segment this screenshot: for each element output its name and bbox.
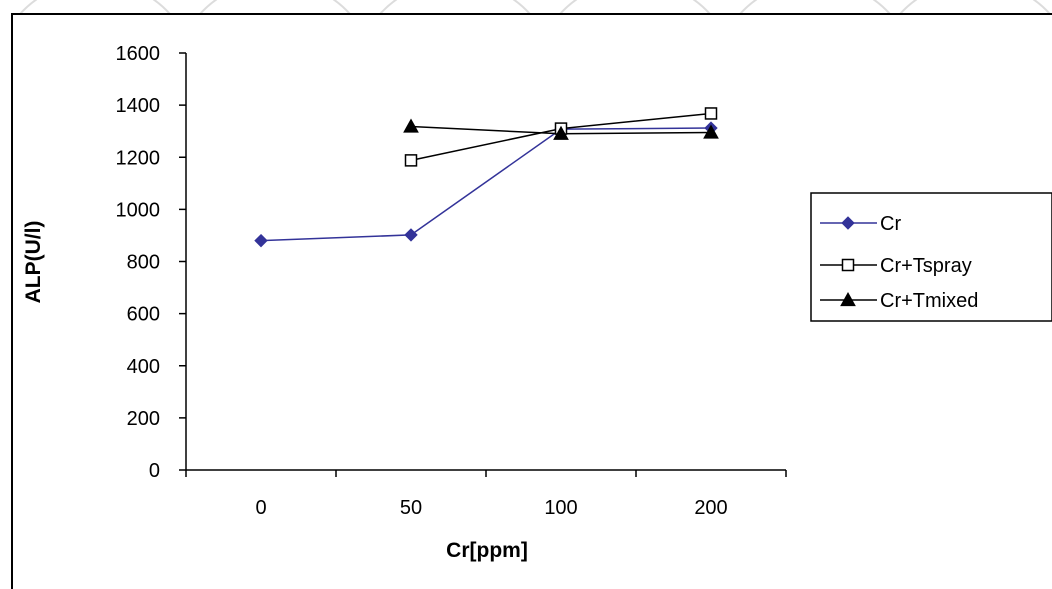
legend-label-0: Cr bbox=[880, 213, 901, 235]
chart-frame bbox=[11, 13, 1052, 589]
data-point-series-2 bbox=[703, 124, 719, 139]
y-tick-label: 1600 bbox=[116, 43, 161, 65]
data-point-series-2 bbox=[553, 125, 569, 140]
x-axis-title: Cr[ppm] bbox=[446, 539, 528, 562]
x-tick-label: 50 bbox=[400, 497, 422, 519]
legend: Cr Cr+Tspray Cr+Tmixed bbox=[810, 192, 1052, 322]
y-tick-label: 200 bbox=[127, 408, 160, 430]
y-tick-label: 0 bbox=[149, 460, 160, 482]
data-point-series-1 bbox=[404, 154, 418, 167]
series-line-0 bbox=[260, 127, 712, 242]
data-point-series-2 bbox=[403, 118, 419, 133]
x-tick-label: 200 bbox=[694, 497, 727, 519]
x-tick-label: 0 bbox=[255, 497, 266, 519]
y-tick-label: 600 bbox=[127, 304, 160, 326]
legend-marker-2 bbox=[840, 291, 856, 307]
x-tick-label: 100 bbox=[544, 497, 577, 519]
y-tick-label: 1400 bbox=[116, 95, 161, 117]
plot-area: 0 200 400 600 800 1000 1200 1400 1600 0 50 100 200 bbox=[116, 43, 787, 519]
watermark bbox=[19, 0, 1051, 15]
y-tick-label: 400 bbox=[127, 356, 160, 378]
legend-label-1: Cr+Tspray bbox=[880, 255, 972, 277]
y-axis-title: ALP(U/l) bbox=[22, 221, 45, 304]
y-tick-label: 1200 bbox=[116, 147, 161, 169]
data-point-series-0 bbox=[404, 228, 418, 242]
legend-marker-0 bbox=[841, 216, 855, 230]
legend-marker-1 bbox=[841, 258, 855, 272]
legend-label-2: Cr+Tmixed bbox=[880, 290, 978, 312]
y-tick-label: 800 bbox=[127, 252, 160, 274]
data-point-series-1 bbox=[704, 107, 718, 120]
data-point-series-0 bbox=[254, 233, 268, 248]
y-tick-label: 1000 bbox=[116, 199, 161, 221]
